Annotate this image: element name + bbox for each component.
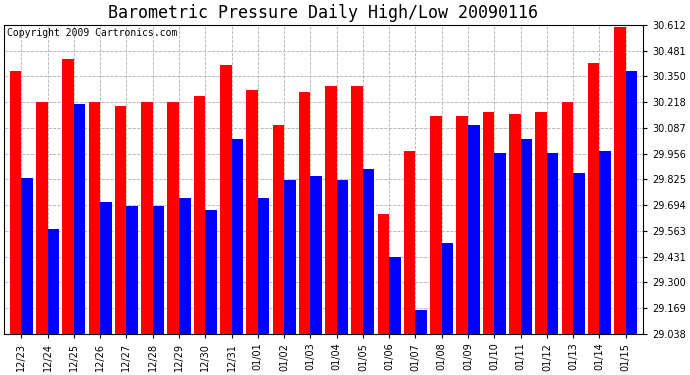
Bar (232, 139, 243, 334)
Bar (273, 126, 284, 334)
Bar (284, 180, 295, 334)
Bar (520, 139, 532, 334)
Bar (100, 202, 112, 334)
Bar (573, 172, 584, 334)
Bar (179, 198, 190, 334)
Bar (337, 180, 348, 334)
Bar (562, 102, 573, 334)
Bar (363, 169, 375, 334)
Bar (494, 153, 506, 334)
Title: Barometric Pressure Daily High/Low 20090116: Barometric Pressure Daily High/Low 20090… (108, 4, 538, 22)
Bar (115, 106, 126, 334)
Bar (468, 126, 480, 334)
Bar (48, 230, 59, 334)
Bar (547, 153, 558, 334)
Bar (415, 310, 427, 334)
Bar (442, 243, 453, 334)
Bar (205, 210, 217, 334)
Bar (535, 112, 547, 334)
Bar (220, 65, 232, 334)
Bar (325, 86, 337, 334)
Bar (21, 178, 33, 334)
Bar (404, 151, 415, 334)
Bar (377, 214, 389, 334)
Text: Copyright 2009 Cartronics.com: Copyright 2009 Cartronics.com (8, 28, 178, 38)
Bar (430, 116, 442, 334)
Bar (152, 206, 164, 334)
Bar (299, 92, 310, 334)
Bar (246, 90, 258, 334)
Bar (74, 104, 86, 334)
Bar (194, 96, 205, 334)
Bar (509, 114, 520, 334)
Bar (351, 86, 363, 334)
Bar (126, 206, 138, 334)
Bar (62, 59, 74, 334)
Bar (36, 102, 48, 334)
Bar (457, 116, 468, 334)
Bar (88, 102, 100, 334)
Bar (600, 151, 611, 334)
Bar (258, 198, 269, 334)
Bar (141, 102, 152, 334)
Bar (588, 63, 600, 334)
Bar (310, 177, 322, 334)
Bar (10, 70, 21, 334)
Bar (389, 257, 401, 334)
Bar (483, 112, 494, 334)
Bar (168, 102, 179, 334)
Bar (626, 70, 638, 334)
Bar (614, 27, 626, 334)
